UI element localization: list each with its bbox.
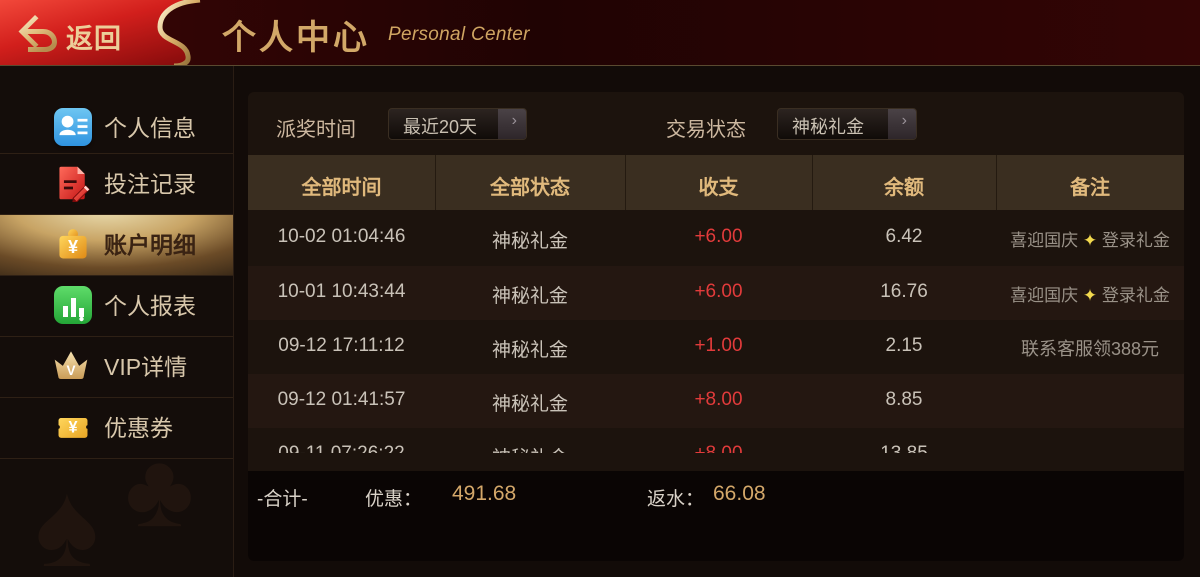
svg-text:¥: ¥: [68, 418, 77, 436]
svg-text:♠: ♠: [35, 458, 99, 577]
svg-text:¥: ¥: [68, 237, 78, 257]
svg-text:V: V: [66, 363, 75, 378]
